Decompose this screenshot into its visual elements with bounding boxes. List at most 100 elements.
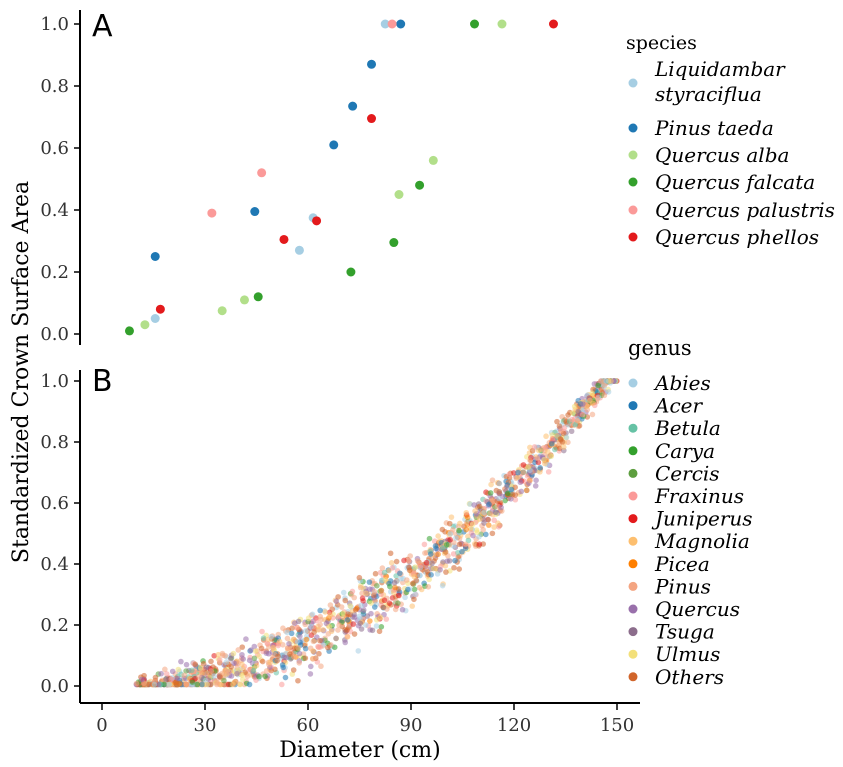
legend-label: Quercus palustris <box>655 198 835 222</box>
y-tick-label: 0.2 <box>40 615 69 636</box>
data-point <box>139 676 145 683</box>
data-point <box>464 519 470 526</box>
legend-label: Pinus <box>654 574 711 598</box>
data-point <box>387 583 393 590</box>
data-point <box>294 245 304 255</box>
data-point <box>378 624 385 630</box>
data-point <box>549 440 555 447</box>
data-point <box>310 648 316 654</box>
data-point <box>392 606 399 613</box>
data-point <box>448 514 455 520</box>
y-tick-label: 0.8 <box>40 432 69 453</box>
y-tick-label: 0.6 <box>40 493 69 514</box>
data-point <box>395 600 401 606</box>
legend-key <box>628 672 638 682</box>
panel-a: 0.0 0.2 0.4 0.6 0.8 1.0 <box>40 10 558 345</box>
data-point <box>327 612 334 619</box>
y-tick-label: 1.0 <box>40 371 69 392</box>
data-point <box>533 477 539 484</box>
data-point <box>192 661 199 668</box>
data-point <box>155 681 162 688</box>
data-point <box>235 647 242 653</box>
data-point <box>296 660 303 666</box>
data-point <box>234 670 240 677</box>
data-point <box>162 666 168 673</box>
y-tick-label: 0.6 <box>40 138 69 159</box>
data-point <box>356 613 363 619</box>
data-point <box>537 465 543 471</box>
legend-key <box>628 559 638 569</box>
legend-key <box>628 423 638 433</box>
data-point <box>595 382 601 389</box>
data-point <box>481 509 487 516</box>
data-point <box>471 502 477 508</box>
data-point <box>295 677 301 684</box>
data-point <box>402 594 408 601</box>
data-point <box>253 292 263 302</box>
data-point <box>467 525 474 532</box>
genus-legend: genus AbiesAcerBetulaCaryaCercisFraxinusJ… <box>628 336 753 689</box>
legend-label: Ulmus <box>655 642 720 666</box>
data-point <box>381 597 388 604</box>
data-point <box>347 603 354 609</box>
data-point <box>336 622 342 628</box>
data-point <box>220 652 226 659</box>
data-point <box>290 636 297 643</box>
data-point <box>239 676 246 683</box>
data-point <box>512 492 519 498</box>
data-point <box>476 533 482 540</box>
legend-label: Abies <box>653 371 711 395</box>
legend-label: Quercus <box>655 597 740 621</box>
data-point <box>543 433 549 440</box>
data-point <box>557 436 564 442</box>
data-point <box>534 455 541 462</box>
data-point <box>349 588 356 595</box>
data-point <box>196 673 202 680</box>
data-point <box>476 503 483 510</box>
data-point <box>183 668 189 674</box>
data-point <box>251 655 258 662</box>
data-point <box>443 542 450 548</box>
data-point <box>386 600 393 606</box>
data-point <box>371 604 378 610</box>
data-point <box>163 676 169 682</box>
y-axis-title: Standardized Crown Surface Area <box>9 181 34 563</box>
legend-label: Magnolia <box>654 529 750 553</box>
data-point <box>303 636 310 643</box>
data-point <box>362 622 369 628</box>
data-point <box>326 624 333 630</box>
data-point <box>366 579 373 585</box>
y-tick-label: 1.0 <box>40 14 69 35</box>
data-point <box>240 656 246 662</box>
data-point <box>608 378 614 384</box>
data-point <box>439 526 446 533</box>
data-point <box>379 565 386 571</box>
data-point <box>391 580 398 586</box>
data-point <box>442 549 449 555</box>
data-point <box>430 565 437 572</box>
data-point <box>194 681 201 688</box>
data-point <box>294 624 300 631</box>
data-point <box>492 509 499 516</box>
data-point <box>268 633 275 640</box>
data-point <box>282 674 289 681</box>
data-point <box>251 643 258 650</box>
data-point <box>535 447 542 454</box>
data-point <box>405 586 411 593</box>
data-point <box>214 681 220 688</box>
data-point <box>544 453 551 460</box>
data-point <box>258 645 265 652</box>
data-point <box>580 401 586 407</box>
data-point <box>491 517 498 524</box>
data-point <box>381 569 388 576</box>
data-point <box>544 448 551 455</box>
data-point <box>372 570 379 577</box>
data-point <box>423 559 430 566</box>
data-point <box>317 621 323 628</box>
legend-label: Betula <box>654 416 721 440</box>
data-point <box>208 658 214 665</box>
data-point <box>574 418 581 424</box>
data-point <box>256 673 262 680</box>
legend-key <box>628 581 638 591</box>
x-tick-label: 150 <box>600 715 634 736</box>
